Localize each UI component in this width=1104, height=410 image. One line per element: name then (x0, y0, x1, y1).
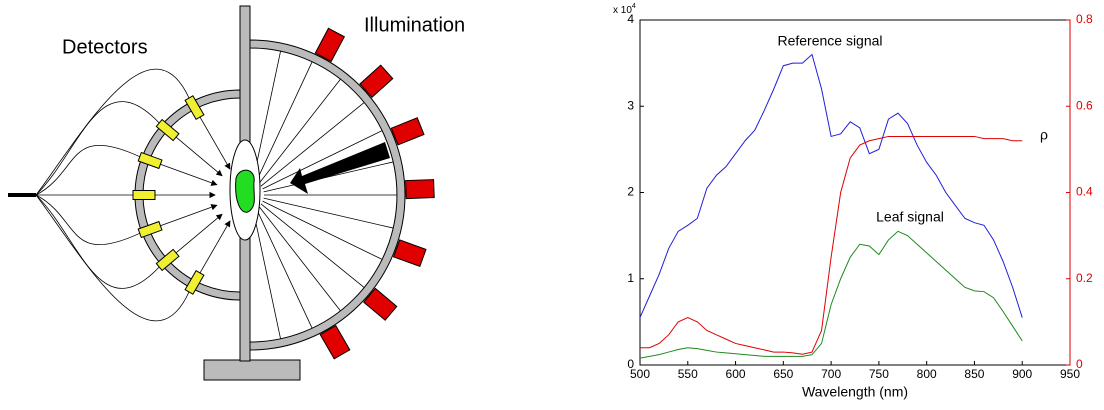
x-axis-label: Wavelength (nm) (802, 384, 908, 400)
light-source (391, 118, 424, 145)
series-label: Reference signal (777, 33, 882, 49)
x-tick-label: 850 (964, 367, 984, 381)
x-tick-label: 600 (726, 367, 746, 381)
y-tick-label: 1 (627, 271, 634, 285)
light-source (394, 240, 426, 266)
diagram-label: Illumination (364, 14, 465, 36)
figure: Detectors Illumination 50055060065070075… (0, 0, 1104, 410)
plot-frame (640, 20, 1070, 365)
diagram: Detectors Illumination (8, 6, 465, 380)
x-tick-label: 700 (821, 367, 841, 381)
x-tick-label: 650 (773, 367, 793, 381)
detector-wire (36, 145, 140, 195)
series-line (640, 231, 1022, 358)
beam-line (263, 201, 383, 259)
y-tick-label: 3 (627, 98, 634, 112)
base (204, 360, 300, 380)
beam-line (256, 208, 312, 329)
x-tick-label: 900 (1012, 367, 1032, 381)
y2-tick-label: 0.2 (1076, 271, 1093, 285)
y2-tick-label: 0.6 (1076, 98, 1093, 112)
beam-line (264, 198, 394, 228)
x-tick-label: 550 (678, 367, 698, 381)
detector-wire (36, 195, 140, 245)
diagram-label: Detectors (62, 36, 148, 58)
x-tick-label: 800 (917, 367, 937, 381)
series-line (640, 136, 1022, 354)
y2-tick-label: 0 (1076, 357, 1083, 371)
light-source (406, 180, 435, 199)
y2-tick-label: 0.4 (1076, 185, 1093, 199)
beam-line (256, 62, 312, 183)
series-label: ρ (1040, 127, 1048, 143)
y2-tick-label: 0.8 (1076, 12, 1093, 26)
y-scale-base: x 10 (613, 5, 632, 16)
detector (133, 191, 155, 200)
y-tick-label: 2 (627, 185, 634, 199)
series-line (640, 55, 1022, 318)
y-scale-exponent: 4 (632, 3, 636, 10)
y-tick-label: 0 (627, 357, 634, 371)
series-label: Leaf signal (876, 209, 944, 225)
x-tick-label: 750 (869, 367, 889, 381)
